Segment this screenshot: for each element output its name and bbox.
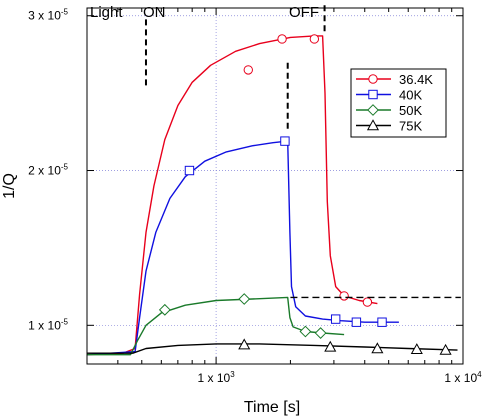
legend-label-36.4K: 36.4K [399, 72, 433, 87]
legend-label-40K: 40K [399, 88, 422, 103]
series-75K [87, 338, 458, 355]
y-tick-label-2: 3 x 10-5 [28, 8, 68, 23]
series-40K [86, 136, 399, 356]
series-line-75K [87, 343, 458, 354]
legend-marker-75K [366, 119, 380, 131]
series-marker-40K-2 [330, 314, 341, 324]
series-marker-40K-0 [184, 165, 195, 176]
y-tick-label-0: 1 x 10-5 [28, 317, 68, 332]
grid [87, 8, 463, 364]
series-marker-50K-0 [158, 303, 171, 316]
tick-labels: 1 x 103 1 x 104 1 x 10-5 2 x 10-5 3 x 10-5 [28, 8, 482, 385]
series-marker-40K-4 [377, 317, 387, 327]
series-line-40K [86, 140, 399, 356]
series-marker-36.4K-3 [339, 291, 349, 301]
legend-marker-50K [367, 104, 379, 116]
y-axis-label: 1/Q [1, 173, 18, 199]
series-line-36.4K [86, 35, 378, 356]
series-marker-75K-0 [238, 338, 251, 350]
series-marker-36.4K-0 [243, 65, 253, 75]
series-marker-50K-2 [299, 325, 312, 338]
series-marker-75K-2 [371, 342, 384, 354]
series-marker-50K-1 [238, 293, 251, 305]
x-tick-label-0: 1 x 103 [198, 370, 236, 385]
series-50K [87, 293, 345, 356]
y-tick-label-1: 2 x 10-5 [28, 163, 68, 178]
legend-marker-40K [368, 89, 378, 100]
annotation-light: Light [90, 4, 123, 21]
plot-area [87, 8, 463, 364]
x-axis-label: Time [s] [244, 399, 300, 416]
annotation-off: OFF [289, 4, 319, 21]
series-marker-75K-1 [324, 340, 337, 352]
series-layer [86, 34, 458, 356]
x-tick-label-1: 1 x 104 [444, 370, 482, 385]
series-marker-75K-3 [410, 343, 423, 354]
series-marker-40K-3 [351, 317, 362, 327]
plot-frame [86, 7, 464, 365]
series-marker-36.4K-4 [362, 297, 373, 307]
series-marker-40K-1 [280, 136, 290, 146]
series-marker-36.4K-1 [277, 34, 287, 44]
legend-marker-36.4K [368, 74, 378, 84]
legend-label-75K: 75K [399, 119, 422, 134]
legend-label-50K: 50K [399, 103, 422, 118]
series-marker-36.4K-2 [309, 34, 320, 44]
series-36.4K [86, 34, 378, 356]
series-marker-75K-4 [439, 343, 452, 355]
series-marker-50K-3 [314, 327, 327, 339]
annotation-on: ON [143, 4, 166, 21]
reference-lines [144, 4, 461, 299]
